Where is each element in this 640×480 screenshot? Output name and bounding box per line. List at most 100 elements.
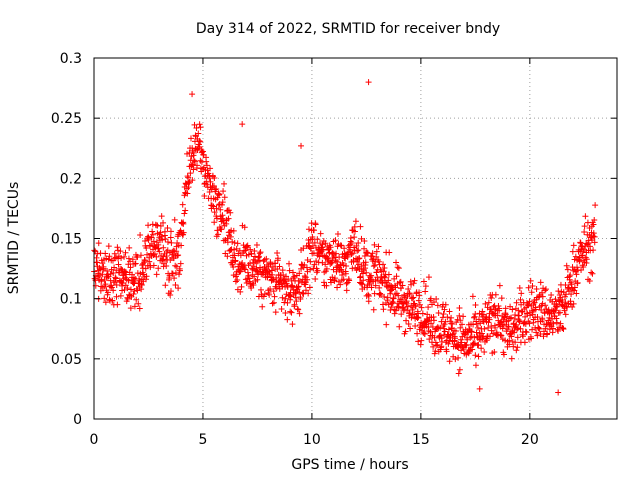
data-point — [383, 321, 390, 328]
data-point — [522, 320, 529, 327]
data-point — [508, 333, 515, 340]
data-point — [225, 215, 232, 222]
data-point — [333, 250, 340, 257]
data-point — [299, 290, 306, 297]
x-axis-label: GPS time / hours — [291, 457, 408, 473]
data-point — [475, 353, 482, 360]
data-point — [118, 279, 125, 286]
data-point — [365, 291, 372, 298]
data-point — [303, 264, 310, 271]
data-point — [460, 313, 467, 320]
data-point — [513, 326, 520, 333]
data-point — [343, 263, 350, 270]
data-point — [457, 336, 464, 343]
data-point — [506, 341, 513, 348]
data-point — [307, 266, 314, 273]
data-point — [471, 314, 478, 321]
data-point — [189, 177, 196, 184]
data-point — [176, 267, 183, 274]
data-point — [393, 273, 400, 280]
data-point — [534, 314, 541, 321]
data-point — [191, 157, 198, 164]
data-point — [380, 268, 387, 275]
data-point — [427, 295, 434, 302]
data-point — [579, 252, 586, 259]
data-point — [273, 285, 280, 292]
data-point — [437, 324, 444, 331]
data-point — [560, 326, 567, 333]
data-point — [509, 306, 516, 313]
data-point — [456, 366, 463, 373]
data-point — [113, 293, 120, 300]
data-point — [529, 326, 536, 333]
data-point — [301, 261, 308, 268]
data-point — [492, 291, 499, 298]
data-point — [298, 142, 305, 149]
data-point — [304, 276, 311, 283]
data-point — [130, 290, 137, 297]
data-point — [138, 286, 145, 293]
data-point — [508, 314, 515, 321]
data-point — [493, 331, 500, 338]
data-point — [410, 294, 417, 301]
data-point — [446, 337, 453, 344]
data-point — [517, 325, 524, 332]
data-point — [285, 276, 292, 283]
data-point — [455, 370, 462, 377]
data-point — [241, 224, 248, 231]
data-point — [397, 278, 404, 285]
data-point — [118, 255, 125, 262]
data-point — [443, 348, 450, 355]
y-tick-label: 0.2 — [60, 171, 82, 187]
data-point — [568, 291, 575, 298]
data-point — [213, 205, 220, 212]
data-point — [113, 282, 120, 289]
data-point — [563, 291, 570, 298]
data-point — [376, 284, 383, 291]
data-point — [242, 266, 249, 273]
data-point — [414, 330, 421, 337]
data-point — [272, 309, 279, 316]
data-point — [132, 260, 139, 267]
data-point — [573, 271, 580, 278]
data-point — [294, 305, 301, 312]
data-point — [467, 334, 474, 341]
data-point — [134, 287, 141, 294]
data-point — [539, 293, 546, 300]
data-point — [528, 335, 535, 342]
data-point — [372, 282, 379, 289]
data-point — [151, 250, 158, 257]
data-point — [581, 229, 588, 236]
data-point — [522, 313, 529, 320]
data-point — [542, 286, 549, 293]
data-point — [557, 320, 564, 327]
data-point — [106, 296, 113, 303]
data-point — [552, 296, 559, 303]
data-point — [482, 300, 489, 307]
data-point — [158, 257, 165, 264]
data-point — [257, 286, 264, 293]
data-point — [581, 223, 588, 230]
data-point — [370, 306, 377, 313]
data-point — [405, 320, 412, 327]
data-point — [365, 298, 372, 305]
data-point — [335, 278, 342, 285]
data-point — [441, 325, 448, 332]
data-point — [578, 267, 585, 274]
data-point — [250, 282, 257, 289]
data-point — [267, 285, 274, 292]
data-point — [316, 253, 323, 260]
data-point — [173, 248, 180, 255]
data-point — [250, 256, 257, 263]
data-point — [392, 284, 399, 291]
data-point — [336, 254, 343, 261]
data-point — [107, 270, 114, 277]
data-point — [123, 271, 130, 278]
data-point — [247, 246, 254, 253]
data-point — [193, 124, 200, 131]
data-point — [190, 166, 197, 173]
data-point — [269, 271, 276, 278]
data-point — [415, 338, 422, 345]
data-point — [559, 325, 566, 332]
data-point — [146, 258, 153, 265]
